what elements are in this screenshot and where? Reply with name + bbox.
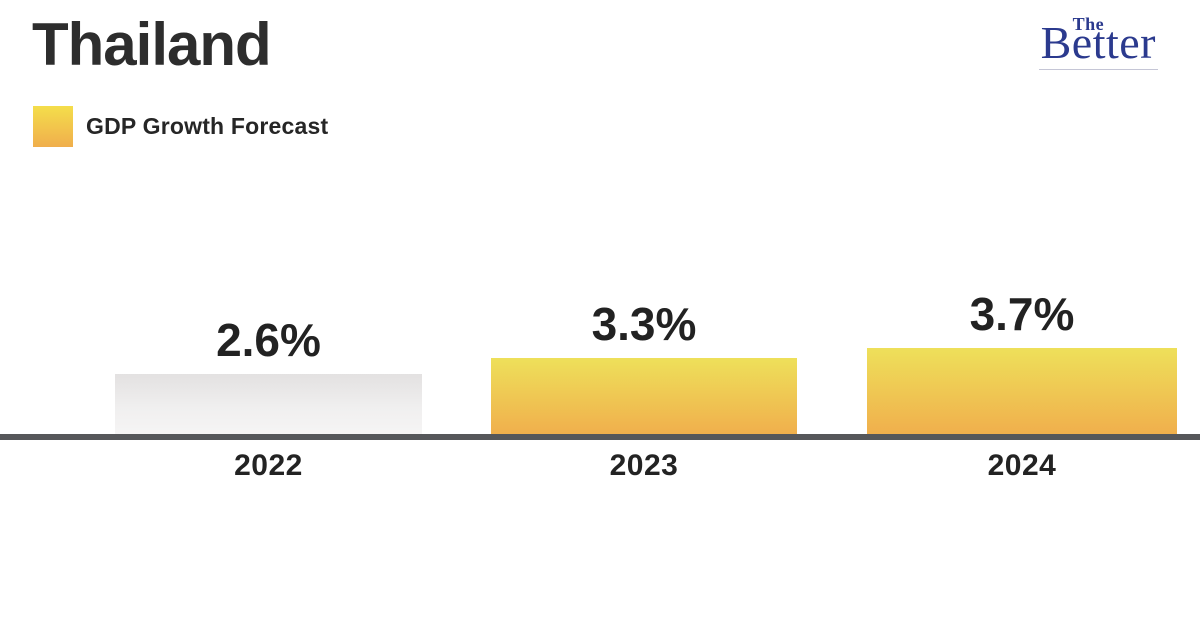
bar-2022 (115, 374, 422, 436)
bar-group-2023: 3.3% 2023 (491, 297, 797, 482)
page-title: Thailand (32, 11, 272, 78)
x-axis-tick-label: 2024 (987, 449, 1057, 482)
legend-label: GDP Growth Forecast (86, 113, 329, 139)
bar-2023 (491, 358, 797, 436)
chart-legend: GDP Growth Forecast (33, 106, 328, 147)
x-axis-tick-label: 2023 (609, 449, 679, 482)
brand-logo-better: Better (1040, 17, 1156, 68)
brand-logo: The Better (1038, 14, 1158, 70)
bar-value-label: 3.3% (591, 298, 697, 350)
legend-swatch-icon (33, 106, 73, 147)
x-axis-tick-label: 2022 (234, 449, 303, 482)
bar-value-label: 2.6% (216, 314, 321, 366)
brand-logo-the: The (1072, 14, 1105, 34)
bar-value-label: 3.7% (969, 288, 1075, 340)
bar-group-2022: 2.6% 2022 (115, 313, 422, 482)
bar-2024 (867, 348, 1177, 436)
bar-group-2024: 3.7% 2024 (867, 287, 1177, 482)
chart-baseline-axis (0, 434, 1200, 440)
